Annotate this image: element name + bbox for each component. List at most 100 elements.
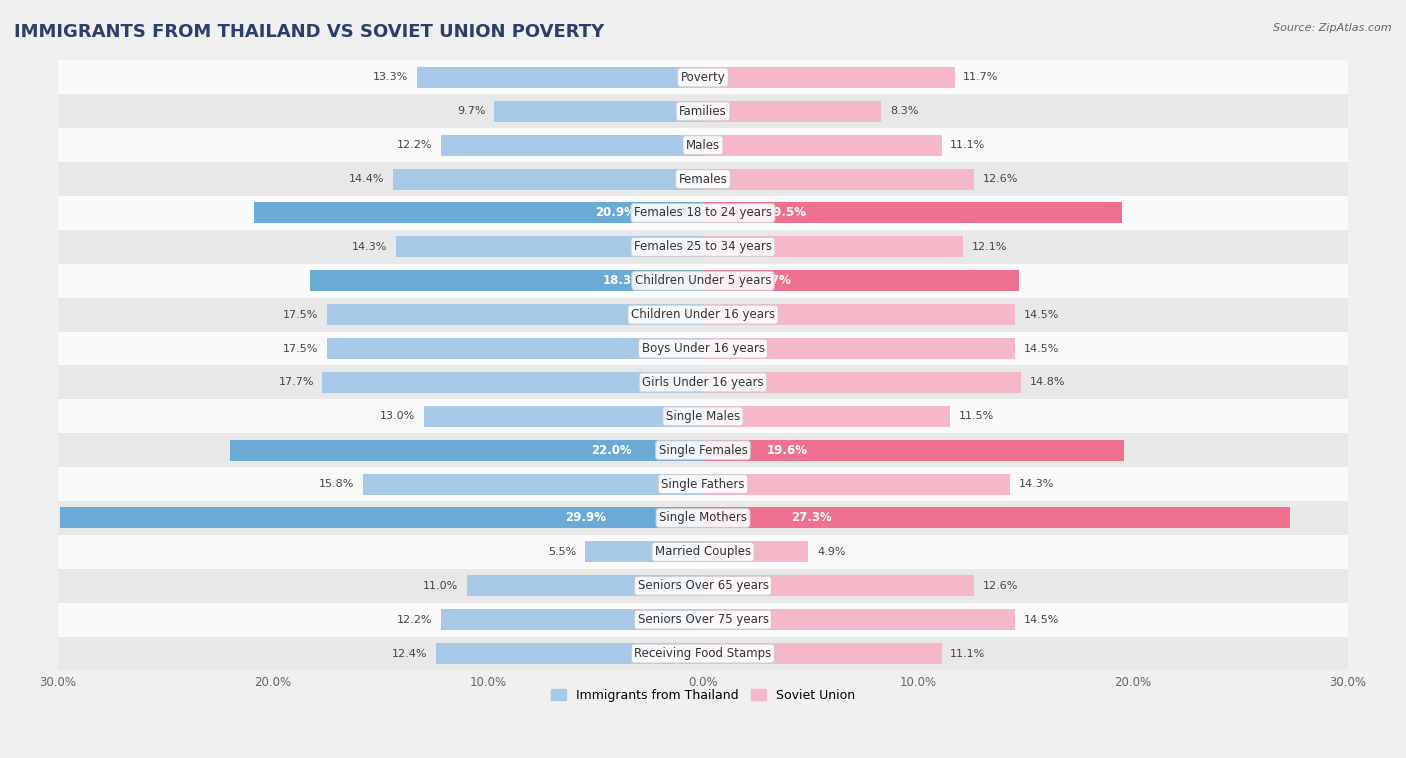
Bar: [322, 372, 703, 393]
Bar: [703, 168, 974, 190]
Text: 12.2%: 12.2%: [396, 140, 432, 150]
Bar: [253, 202, 703, 224]
Text: Receiving Food Stamps: Receiving Food Stamps: [634, 647, 772, 660]
Bar: [58, 637, 1348, 671]
Text: Married Couples: Married Couples: [655, 545, 751, 559]
Bar: [703, 609, 1015, 630]
Bar: [58, 230, 1348, 264]
Text: 14.3%: 14.3%: [352, 242, 387, 252]
Text: 14.8%: 14.8%: [1029, 377, 1066, 387]
Text: Families: Families: [679, 105, 727, 117]
Text: 12.6%: 12.6%: [983, 174, 1018, 184]
Bar: [703, 474, 1011, 495]
Bar: [58, 467, 1348, 501]
Bar: [418, 67, 703, 88]
Text: Children Under 5 years: Children Under 5 years: [634, 274, 772, 287]
Text: Females 25 to 34 years: Females 25 to 34 years: [634, 240, 772, 253]
Text: 14.3%: 14.3%: [1019, 479, 1054, 489]
Bar: [58, 264, 1348, 298]
Text: 15.8%: 15.8%: [319, 479, 354, 489]
Text: 27.3%: 27.3%: [792, 512, 832, 525]
Text: 11.5%: 11.5%: [959, 412, 994, 421]
Text: Single Females: Single Females: [658, 443, 748, 457]
Text: 14.4%: 14.4%: [349, 174, 385, 184]
Text: Single Fathers: Single Fathers: [661, 478, 745, 490]
Bar: [58, 365, 1348, 399]
Bar: [436, 643, 703, 664]
Bar: [58, 61, 1348, 94]
Bar: [58, 331, 1348, 365]
Text: 17.5%: 17.5%: [283, 343, 318, 353]
Bar: [58, 94, 1348, 128]
Text: Girls Under 16 years: Girls Under 16 years: [643, 376, 763, 389]
Bar: [363, 474, 703, 495]
Text: 18.3%: 18.3%: [603, 274, 644, 287]
Bar: [395, 236, 703, 258]
Text: 12.6%: 12.6%: [983, 581, 1018, 590]
Bar: [326, 304, 703, 325]
Bar: [703, 643, 942, 664]
Bar: [703, 304, 1015, 325]
Bar: [58, 399, 1348, 434]
Text: 20.9%: 20.9%: [595, 206, 636, 220]
Bar: [495, 101, 703, 122]
Bar: [58, 603, 1348, 637]
Text: 5.5%: 5.5%: [548, 547, 576, 557]
Text: 11.1%: 11.1%: [950, 140, 986, 150]
Text: Single Males: Single Males: [666, 410, 740, 423]
Text: Females: Females: [679, 173, 727, 186]
Bar: [231, 440, 703, 461]
Bar: [58, 298, 1348, 331]
Bar: [394, 168, 703, 190]
Bar: [58, 196, 1348, 230]
Bar: [703, 440, 1125, 461]
Text: 19.6%: 19.6%: [766, 443, 807, 457]
Text: 8.3%: 8.3%: [890, 106, 918, 116]
Bar: [58, 568, 1348, 603]
Text: Poverty: Poverty: [681, 71, 725, 84]
Text: 14.5%: 14.5%: [1024, 343, 1059, 353]
Text: Source: ZipAtlas.com: Source: ZipAtlas.com: [1274, 23, 1392, 33]
Text: 12.2%: 12.2%: [396, 615, 432, 625]
Text: 11.7%: 11.7%: [963, 73, 998, 83]
Bar: [467, 575, 703, 597]
Bar: [703, 236, 963, 258]
Bar: [703, 271, 1019, 291]
Bar: [703, 406, 950, 427]
Bar: [326, 338, 703, 359]
Text: 13.3%: 13.3%: [373, 73, 409, 83]
Bar: [58, 434, 1348, 467]
Bar: [58, 128, 1348, 162]
Bar: [58, 162, 1348, 196]
Bar: [423, 406, 703, 427]
Bar: [585, 541, 703, 562]
Bar: [703, 135, 942, 155]
Text: 17.7%: 17.7%: [278, 377, 314, 387]
Text: 13.0%: 13.0%: [380, 412, 415, 421]
Bar: [703, 575, 974, 597]
Bar: [703, 202, 1122, 224]
Text: Seniors Over 65 years: Seniors Over 65 years: [637, 579, 769, 592]
Text: 12.1%: 12.1%: [972, 242, 1007, 252]
Bar: [703, 338, 1015, 359]
Text: Males: Males: [686, 139, 720, 152]
Text: 12.4%: 12.4%: [392, 649, 427, 659]
Text: Females 18 to 24 years: Females 18 to 24 years: [634, 206, 772, 220]
Text: 29.9%: 29.9%: [565, 512, 606, 525]
Bar: [440, 135, 703, 155]
Text: 14.5%: 14.5%: [1024, 615, 1059, 625]
Text: 19.5%: 19.5%: [766, 206, 807, 220]
Text: IMMIGRANTS FROM THAILAND VS SOVIET UNION POVERTY: IMMIGRANTS FROM THAILAND VS SOVIET UNION…: [14, 23, 605, 41]
Text: 4.9%: 4.9%: [817, 547, 845, 557]
Text: Single Mothers: Single Mothers: [659, 512, 747, 525]
Bar: [309, 271, 703, 291]
Bar: [58, 535, 1348, 568]
Text: 14.5%: 14.5%: [1024, 310, 1059, 320]
Text: 11.1%: 11.1%: [950, 649, 986, 659]
Text: 17.5%: 17.5%: [283, 310, 318, 320]
Text: Boys Under 16 years: Boys Under 16 years: [641, 342, 765, 355]
Bar: [703, 101, 882, 122]
Bar: [703, 372, 1021, 393]
Text: 14.7%: 14.7%: [751, 274, 792, 287]
Text: 9.7%: 9.7%: [457, 106, 486, 116]
